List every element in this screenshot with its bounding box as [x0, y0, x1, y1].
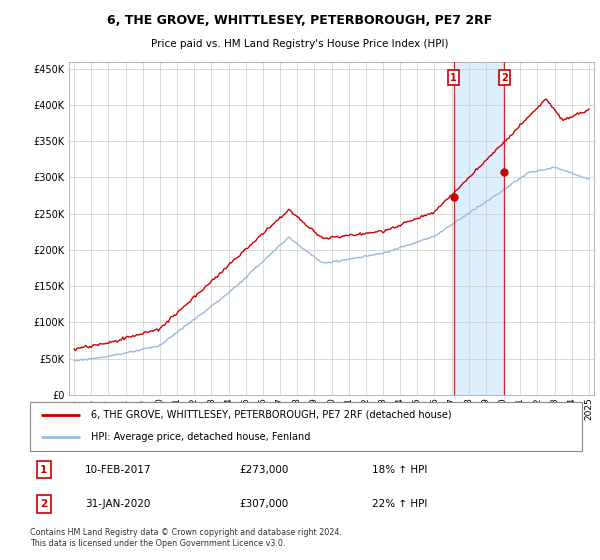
Bar	[454, 62, 505, 395]
Text: Price paid vs. HM Land Registry's House Price Index (HPI): Price paid vs. HM Land Registry's House …	[151, 39, 449, 49]
Text: 1: 1	[40, 465, 47, 475]
Text: Contains HM Land Registry data © Crown copyright and database right 2024.
This d: Contains HM Land Registry data © Crown c…	[30, 528, 342, 548]
Text: 31-JAN-2020: 31-JAN-2020	[85, 499, 151, 509]
Text: £307,000: £307,000	[240, 499, 289, 509]
Text: HPI: Average price, detached house, Fenland: HPI: Average price, detached house, Fenl…	[91, 432, 310, 442]
Text: 6, THE GROVE, WHITTLESEY, PETERBOROUGH, PE7 2RF: 6, THE GROVE, WHITTLESEY, PETERBOROUGH, …	[107, 14, 493, 27]
Text: 2: 2	[501, 73, 508, 82]
Text: 22% ↑ HPI: 22% ↑ HPI	[372, 499, 428, 509]
Text: 2: 2	[40, 499, 47, 509]
Text: £273,000: £273,000	[240, 465, 289, 475]
Text: 10-FEB-2017: 10-FEB-2017	[85, 465, 152, 475]
FancyBboxPatch shape	[30, 402, 582, 451]
Text: 1: 1	[450, 73, 457, 82]
Text: 18% ↑ HPI: 18% ↑ HPI	[372, 465, 428, 475]
Text: 6, THE GROVE, WHITTLESEY, PETERBOROUGH, PE7 2RF (detached house): 6, THE GROVE, WHITTLESEY, PETERBOROUGH, …	[91, 410, 451, 420]
